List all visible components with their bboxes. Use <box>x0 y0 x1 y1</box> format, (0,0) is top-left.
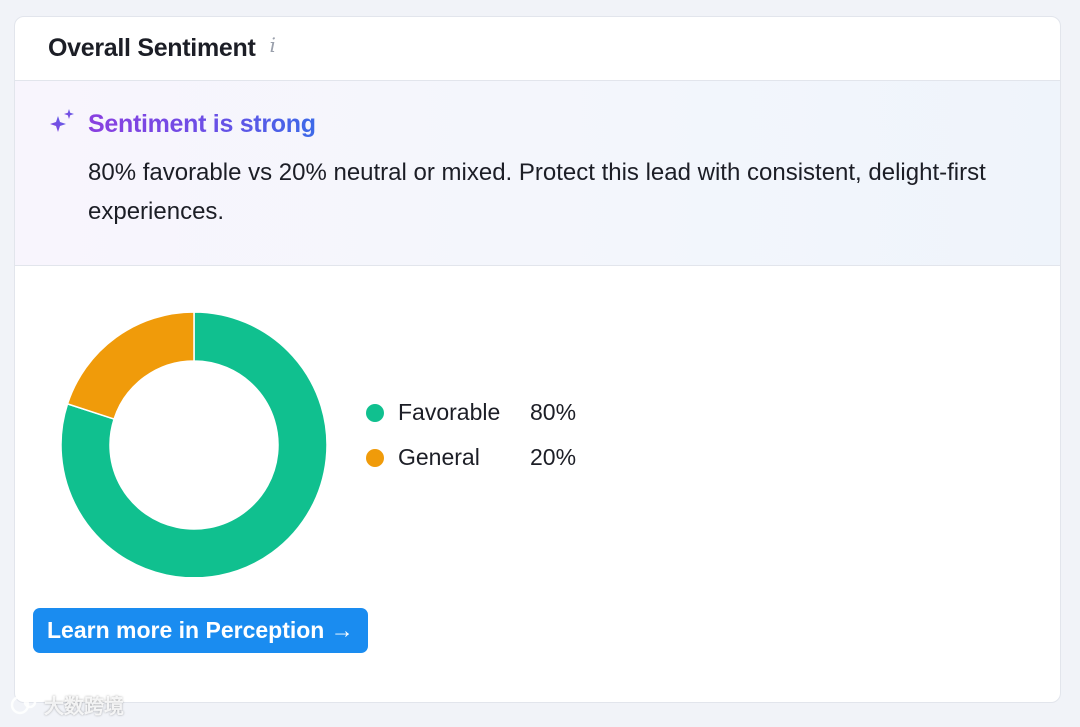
donut-slice-general[interactable] <box>66 311 195 420</box>
legend-item-favorable[interactable]: Favorable 80% <box>366 390 576 435</box>
legend-value: 80% <box>530 399 577 425</box>
learn-more-button[interactable]: Learn more in Perception → <box>33 608 368 653</box>
info-icon[interactable]: i <box>269 32 276 57</box>
watermark: 大数跨境 <box>10 690 124 719</box>
donut-slice-favorable[interactable] <box>60 311 328 577</box>
sparkle-icon <box>50 109 74 132</box>
insight-text: 80% favorable vs 20% neutral or mixed. P… <box>88 159 986 225</box>
legend-value: 20% <box>530 444 577 470</box>
legend-dot <box>366 403 384 422</box>
chart-legend: Favorable 80% General 20% <box>366 390 576 480</box>
sentiment-donut-chart <box>60 311 328 577</box>
legend-dot <box>366 448 384 467</box>
watermark-text: 大数跨境 <box>44 696 124 718</box>
card-title: Overall Sentiment <box>48 34 256 62</box>
legend-label: Favorable <box>398 399 501 425</box>
card-header: Overall Sentiment i <box>15 17 1060 81</box>
insight-title: Sentiment is strong <box>88 110 316 138</box>
legend-item-general[interactable]: General 20% <box>366 435 576 480</box>
insight-panel: Sentiment is strong 80% favorable vs 20%… <box>15 81 1060 266</box>
legend-label: General <box>398 444 480 470</box>
watermark-logo-icon <box>10 695 37 714</box>
